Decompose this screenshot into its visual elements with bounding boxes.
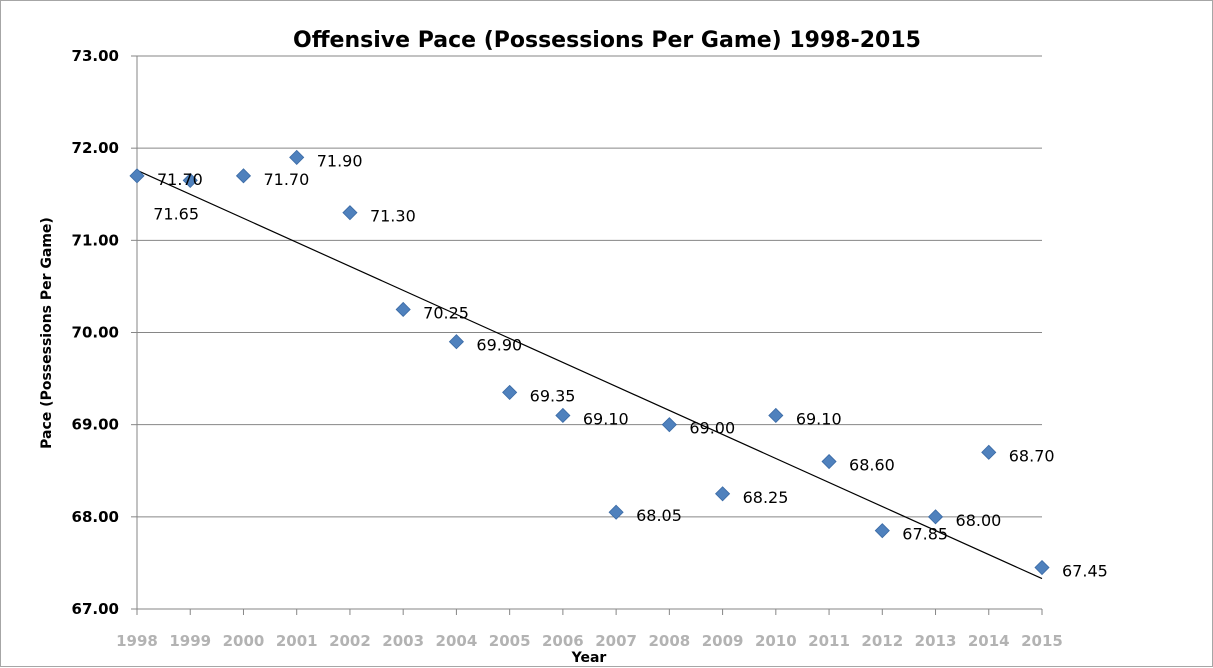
data-label: 71.70 — [263, 170, 309, 189]
x-tick-label: 2011 — [808, 632, 850, 650]
data-label: 68.25 — [743, 488, 789, 507]
x-tick-label: 2005 — [489, 632, 531, 650]
chart-title: Offensive Pace (Possessions Per Game) 19… — [293, 28, 921, 53]
data-point — [1034, 559, 1050, 576]
y-tick-label: 68.00 — [72, 508, 119, 526]
x-tick-label: 2012 — [861, 632, 903, 650]
x-tick-label: 2004 — [436, 632, 478, 650]
data-point — [555, 407, 571, 424]
y-tick-label: 71.00 — [72, 231, 119, 249]
trendline — [136, 169, 1043, 580]
data-point — [927, 509, 944, 525]
data-label: 70.25 — [423, 303, 469, 322]
x-tick-label: 2014 — [968, 632, 1010, 650]
x-tick-label: 2002 — [329, 632, 371, 650]
data-point — [715, 486, 731, 502]
data-label: 69.10 — [796, 409, 842, 428]
x-tick-label: 2009 — [702, 632, 744, 650]
data-label: 68.00 — [956, 511, 1002, 530]
x-tick-label: 1998 — [116, 632, 158, 650]
data-label: 68.60 — [849, 456, 895, 475]
y-tick-label: 72.00 — [72, 139, 119, 157]
data-label: 69.00 — [689, 419, 735, 438]
gridlines — [137, 55, 1042, 518]
data-point — [608, 504, 624, 520]
data-label: 68.05 — [636, 506, 682, 525]
x-tick-label: 2006 — [542, 632, 584, 650]
data-label: 71.30 — [370, 207, 416, 226]
data-point — [448, 334, 464, 350]
data-points — [129, 149, 1050, 576]
data-label: 67.45 — [1062, 562, 1108, 581]
x-tick-label: 2008 — [648, 632, 690, 650]
data-point — [502, 384, 518, 400]
data-point — [235, 168, 252, 184]
data-labels: 71.70 71.65 71.70 71.90 71.30 70.25 69.90 69.35… — [153, 151, 1108, 580]
data-label: 71.70 — [157, 170, 203, 189]
data-label: 69.35 — [530, 386, 576, 405]
y-tick-labels: 67.00 68.00 69.00 70.00 71.00 72.00 73.00 — [72, 47, 137, 618]
x-tick-label: 2015 — [1021, 632, 1063, 650]
x-tick-label: 2000 — [223, 632, 265, 650]
data-label: 69.90 — [476, 336, 522, 355]
data-label: 67.85 — [902, 525, 948, 544]
y-tick-label: 69.00 — [72, 416, 119, 434]
data-label: 71.65 — [153, 204, 199, 223]
x-tick-label: 2001 — [276, 632, 318, 650]
data-label: 68.70 — [1009, 446, 1055, 465]
data-point — [182, 172, 198, 188]
y-axis-title: Pace (Possessions Per Game) — [39, 217, 55, 449]
data-point — [661, 417, 677, 433]
y-tick-label: 73.00 — [72, 47, 119, 65]
data-point — [342, 205, 358, 221]
data-point — [821, 453, 837, 470]
x-tick-label: 2007 — [595, 632, 637, 650]
y-tick-label: 70.00 — [72, 324, 119, 342]
data-label: 69.10 — [583, 409, 629, 428]
data-point — [395, 301, 411, 318]
data-point — [874, 523, 890, 539]
x-axis-title: Year — [571, 650, 607, 666]
data-point — [289, 149, 305, 165]
y-tick-label: 67.00 — [72, 600, 119, 618]
x-tick-labels: 1998 1999 2000 2001 2002 2003 2004 2005 2006 2007… — [116, 609, 1063, 650]
x-tick-label: 2003 — [382, 632, 424, 650]
data-point — [129, 168, 145, 184]
x-tick-label: 2013 — [915, 632, 957, 650]
data-point — [981, 444, 997, 460]
x-tick-label: 1999 — [169, 632, 211, 650]
data-label: 71.90 — [317, 151, 363, 170]
x-tick-label: 2010 — [755, 632, 797, 650]
data-point — [768, 407, 784, 424]
